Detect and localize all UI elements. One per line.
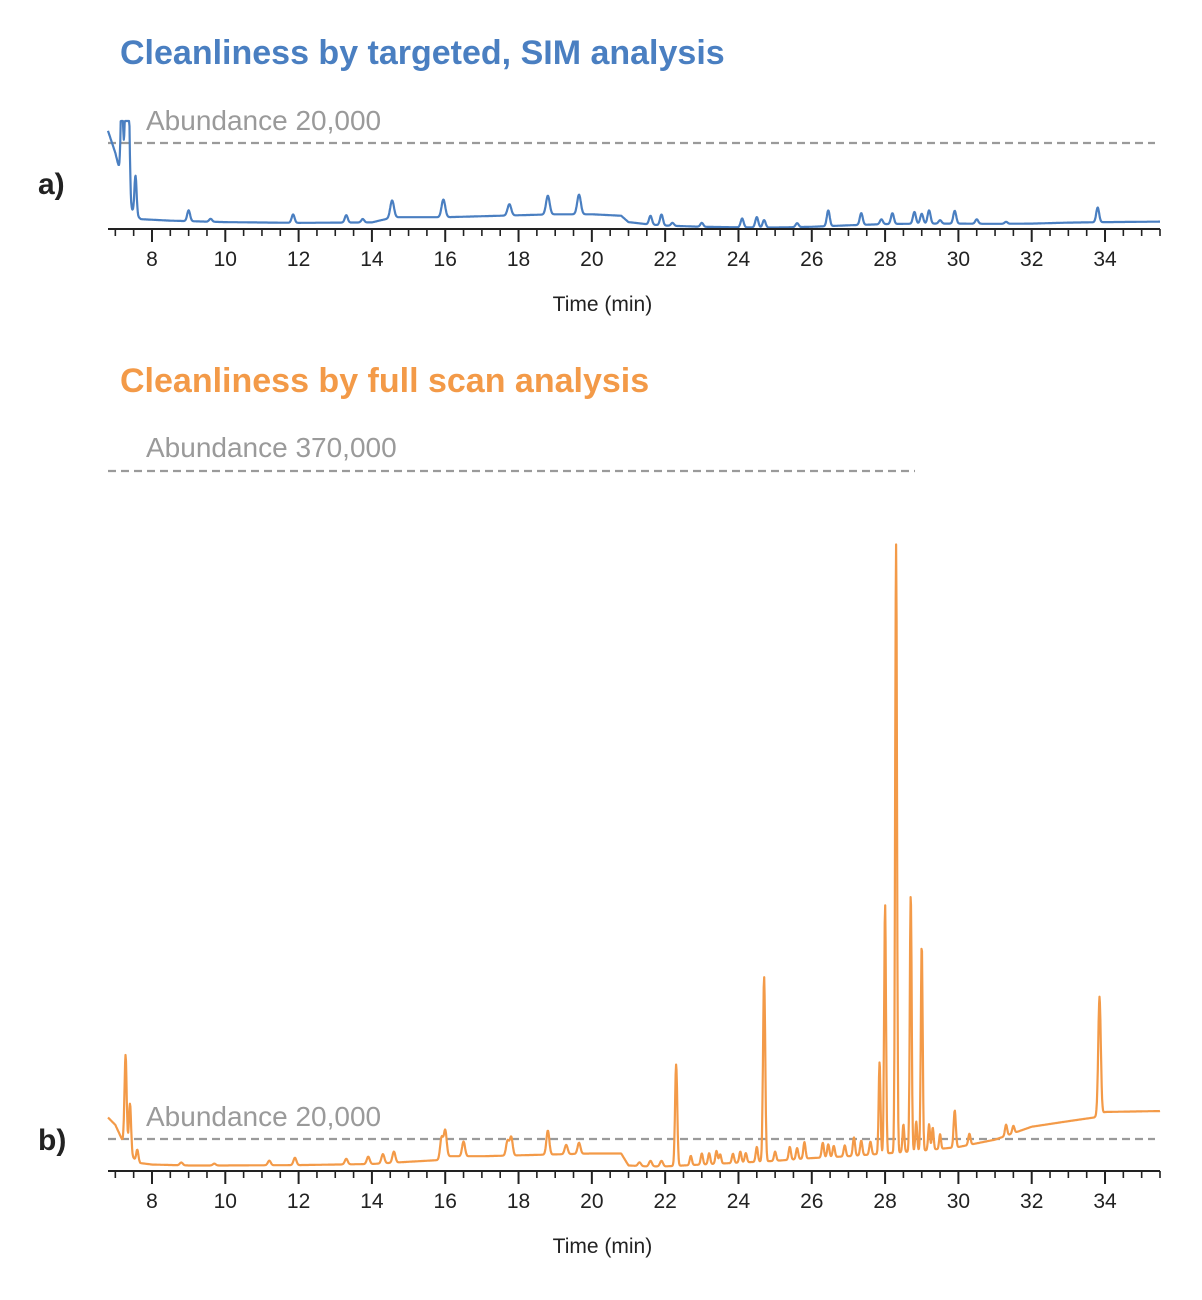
reference-label-1: Abundance 20,000 — [146, 1101, 381, 1132]
x-axis-title: Time (min) — [553, 1235, 653, 1258]
x-tick-label: 10 — [214, 1190, 237, 1213]
x-tick-label: 32 — [1020, 248, 1043, 271]
chart-a-title: Cleanliness by targeted, SIM analysis — [120, 34, 725, 72]
x-tick-label: 30 — [947, 1190, 970, 1213]
x-axis-title: Time (min) — [553, 293, 653, 316]
chart-a: Abundance 20,000 8 10 12 14 16 18 20 22 24 26 28 30 3… — [106, 105, 1161, 316]
x-tick-label: 14 — [360, 1190, 384, 1213]
reference-label-0: Abundance 370,000 — [146, 432, 397, 463]
series-line-0 — [106, 119, 1161, 229]
x-tick-label: 10 — [214, 248, 237, 271]
chart-b: Abundance 370,000 Abundance 20,000 8 10 12 14… — [107, 432, 1161, 1258]
x-tick-label: 12 — [287, 248, 310, 271]
x-tick-label: 14 — [360, 248, 384, 271]
x-tick-label: 30 — [947, 248, 970, 271]
x-tick-label: 18 — [507, 1190, 530, 1213]
x-tick-label: 24 — [727, 248, 751, 271]
x-tick-label: 16 — [434, 1190, 457, 1213]
x-tick-label: 24 — [727, 1190, 751, 1213]
x-tick-label: 22 — [653, 248, 676, 271]
x-tick-label: 28 — [873, 1190, 896, 1213]
x-tick-label: 34 — [1093, 1190, 1117, 1213]
x-tick-label: 34 — [1093, 248, 1117, 271]
panel-a-label: a) — [38, 168, 65, 201]
reference-label-0: Abundance 20,000 — [146, 105, 381, 136]
chart-b-title: Cleanliness by full scan analysis — [120, 362, 650, 400]
x-tick-label: 20 — [580, 1190, 603, 1213]
panel-b-label: b) — [38, 1124, 67, 1157]
x-tick-label: 28 — [873, 248, 896, 271]
x-tick-label: 20 — [580, 248, 603, 271]
x-tick-label: 26 — [800, 1190, 823, 1213]
x-tick-label: 18 — [507, 248, 530, 271]
x-tick-label: 22 — [653, 1190, 676, 1213]
x-tick-label: 16 — [434, 248, 457, 271]
series-line-0 — [107, 543, 1161, 1168]
x-tick-label: 32 — [1020, 1190, 1043, 1213]
x-tick-label: 26 — [800, 248, 823, 271]
x-tick-label: 8 — [146, 1190, 158, 1213]
x-tick-label: 8 — [146, 248, 158, 271]
x-tick-label: 12 — [287, 1190, 310, 1213]
